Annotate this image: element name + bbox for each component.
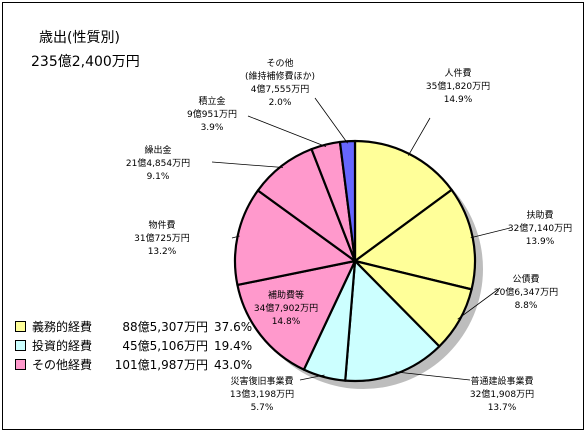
legend-label: 義務的経費 [32,320,93,334]
leader-line [231,235,240,239]
leader-line [395,371,471,381]
legend-pct: 19.4% [214,338,253,353]
legend-item: 投資的経費 45億5,106万円 19.4% [15,336,252,355]
legend-swatch [15,340,26,351]
pie-slice [236,259,357,371]
leader-line [247,115,327,147]
leader-line [299,374,325,381]
slice-label: 人件費 35億1,820万円 14.9% [426,67,490,105]
legend-label: 投資的経費 [32,339,93,353]
leader-line [314,97,348,144]
legend-swatch [15,321,26,332]
leader-line [211,161,284,168]
legend: 義務的経費 88億5,307万円 37.6% 投資的経費 45億5,106万円 … [15,317,252,374]
slice-label: 災害復旧事業費 13億3,198万円 5.7% [230,375,294,413]
slice-label: 補助費等 34億7,902万円 14.8% [254,289,318,327]
leader-line [470,227,511,239]
legend-label: その他経費 [32,358,93,372]
chart-title: 歳出(性質別) [39,30,120,46]
leader-line [407,117,431,156]
slice-label: 物件費 31億725万円 13.2% [134,219,190,257]
slice-label: 公債費 20億6,347万円 8.8% [494,273,558,311]
legend-pct: 43.0% [214,357,253,372]
slice-label: 普通建設事業費 32億1,908万円 13.7% [470,375,534,413]
legend-item: その他経費 101億1,987万円 43.0% [15,355,252,374]
slice-label: 扶助費 32億7,140万円 13.9% [508,209,572,247]
legend-item: 義務的経費 88億5,307万円 37.6% [15,317,252,336]
chart-subtitle: 235億2,400万円 [31,54,140,70]
legend-amount: 45億5,106万円 [122,339,208,353]
slice-label: その他(維持補修費ほか) 4億7,555万円 2.0% [245,57,315,108]
legend-amount: 101億1,987万円 [114,358,208,372]
legend-amount: 88億5,307万円 [122,320,208,334]
slice-label: 繰出金 21億4,854万円 9.1% [126,144,190,182]
legend-swatch [15,359,26,370]
slice-label: 積立金 9億951万円 3.9% [187,95,237,133]
pie-slice [233,189,357,287]
legend-pct: 37.6% [214,319,253,334]
pie-slice [344,259,441,383]
pie-slice [338,139,357,263]
leader-line [457,287,501,320]
